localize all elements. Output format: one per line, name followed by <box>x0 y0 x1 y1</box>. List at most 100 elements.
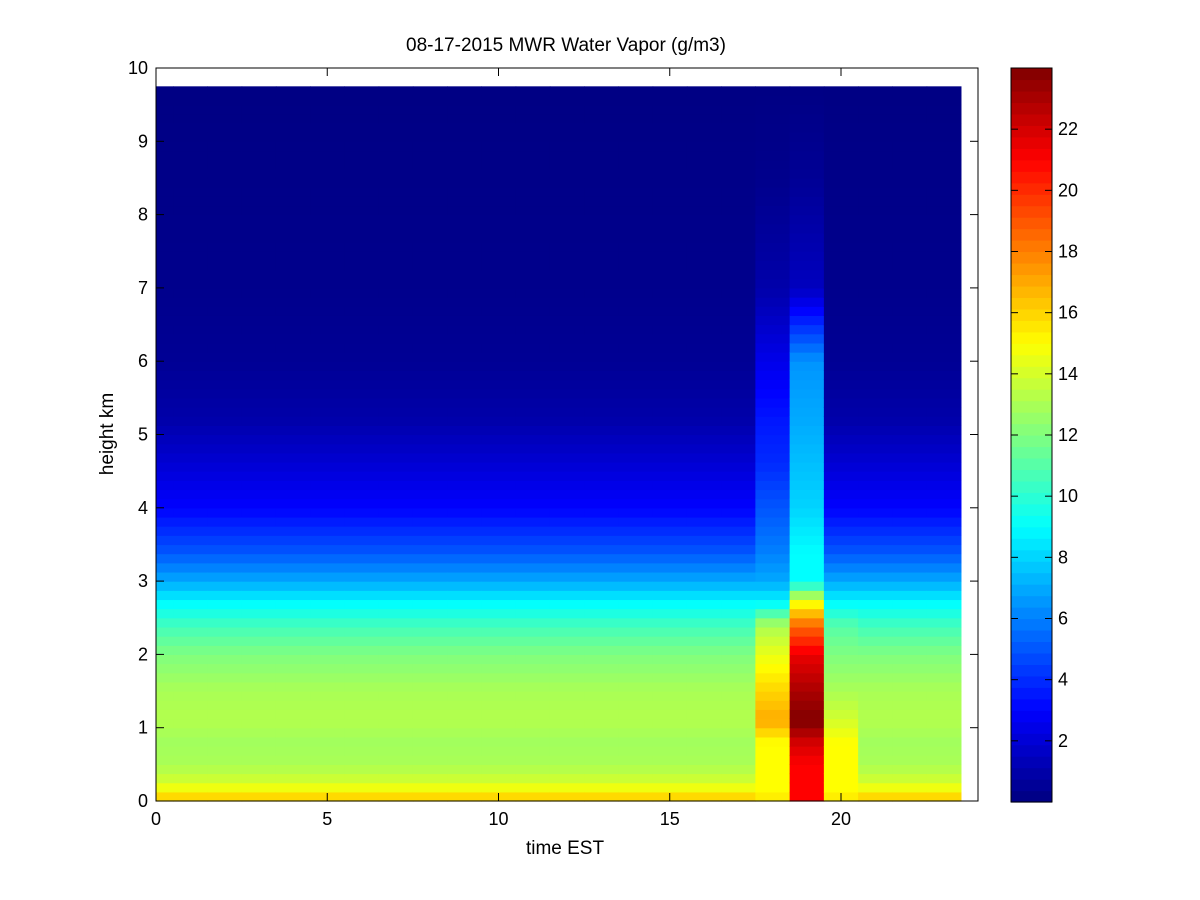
heatmap-cell <box>241 132 277 142</box>
heatmap-cell <box>515 590 551 601</box>
heatmap-cell <box>584 242 619 252</box>
heatmap-cell <box>447 581 482 591</box>
heatmap-cell <box>823 663 859 674</box>
heatmap-cell <box>584 791 619 802</box>
heatmap-cell <box>686 196 722 207</box>
heatmap-cell <box>926 727 962 738</box>
heatmap-cell <box>447 86 482 97</box>
heatmap-cell <box>207 764 243 775</box>
heatmap-cell <box>584 709 619 720</box>
heatmap-cell <box>344 599 380 610</box>
heatmap-cell <box>926 141 962 152</box>
heatmap-cell <box>447 773 482 784</box>
heatmap-cell <box>447 251 482 262</box>
heatmap-cell <box>156 746 174 756</box>
heatmap-cell <box>241 681 277 692</box>
heatmap-cell <box>344 480 380 491</box>
heatmap-cell <box>858 177 893 188</box>
heatmap-cell <box>515 260 551 271</box>
heatmap-cell <box>344 168 380 179</box>
heatmap-cell <box>447 663 482 674</box>
heatmap-cell <box>755 791 791 802</box>
heatmap-cell <box>755 727 791 738</box>
heatmap-cell <box>515 269 551 280</box>
heatmap-cell <box>721 214 756 225</box>
heatmap-cell <box>412 370 448 381</box>
heatmap-cell <box>789 626 825 637</box>
heatmap-cell <box>892 727 928 738</box>
colorbar-swatch <box>1011 446 1052 459</box>
heatmap-cell <box>823 214 859 225</box>
heatmap-cell <box>892 159 928 170</box>
heatmap-cell <box>310 223 345 234</box>
heatmap-cell <box>207 251 243 262</box>
heatmap-cell <box>652 150 688 161</box>
heatmap-cell <box>584 691 619 701</box>
heatmap-cell <box>447 269 482 280</box>
heatmap-cell <box>156 260 174 271</box>
heatmap-cell <box>481 177 517 188</box>
heatmap-cell <box>926 104 962 115</box>
heatmap-cell <box>344 718 380 729</box>
heatmap-cell <box>344 223 380 234</box>
heatmap-cell <box>686 672 722 683</box>
heatmap-cell <box>515 333 551 344</box>
heatmap-cell <box>310 269 345 280</box>
heatmap-cell <box>173 86 208 97</box>
heatmap-cell <box>344 434 380 445</box>
heatmap-cell <box>686 617 722 628</box>
heatmap-cell <box>823 132 859 142</box>
heatmap-cell <box>926 709 962 720</box>
heatmap-cell <box>789 782 825 793</box>
heatmap-cell <box>275 617 311 628</box>
heatmap-cell <box>858 791 893 802</box>
heatmap-cell <box>926 397 962 408</box>
heatmap-cell <box>481 159 517 170</box>
heatmap-cell <box>755 553 791 564</box>
heatmap-cell <box>652 177 688 188</box>
heatmap-cell <box>652 461 688 472</box>
heatmap-cell <box>789 581 825 591</box>
colorbar-swatch <box>1011 687 1052 700</box>
heatmap-cell <box>549 113 585 124</box>
heatmap-cell <box>481 461 517 472</box>
heatmap-cell <box>207 700 243 710</box>
heatmap-cell <box>412 764 448 775</box>
heatmap-cell <box>584 141 619 152</box>
heatmap-cell <box>275 434 311 445</box>
colorbar-swatch <box>1011 423 1052 436</box>
heatmap-cell <box>515 196 551 207</box>
heatmap-cell <box>378 727 414 738</box>
heatmap-cell <box>173 278 208 289</box>
heatmap-cell <box>378 718 414 729</box>
colorbar-swatch <box>1011 377 1052 390</box>
heatmap-cell <box>241 297 277 307</box>
heatmap-cell <box>344 297 380 307</box>
heatmap-cell <box>156 425 174 436</box>
heatmap-cell <box>378 159 414 170</box>
heatmap-cell <box>275 581 311 591</box>
heatmap-cell <box>275 489 311 500</box>
heatmap-cell <box>549 416 585 426</box>
heatmap-cell <box>173 214 208 225</box>
heatmap-cell <box>584 260 619 271</box>
heatmap-cell <box>652 86 688 97</box>
heatmap-cell <box>858 599 893 610</box>
heatmap-cell <box>275 205 311 216</box>
heatmap-cell <box>481 333 517 344</box>
heatmap-cell <box>686 260 722 271</box>
heatmap-cell <box>275 590 311 601</box>
heatmap-cell <box>549 452 585 463</box>
heatmap-cell <box>652 196 688 207</box>
heatmap-cell <box>618 425 654 436</box>
heatmap-cell <box>310 242 345 252</box>
heatmap-cell <box>618 471 654 481</box>
heatmap-cell <box>823 700 859 710</box>
heatmap-cell <box>241 361 277 371</box>
heatmap-cell <box>412 223 448 234</box>
heatmap-cell <box>721 269 756 280</box>
colorbar-tick-label: 18 <box>1058 242 1078 262</box>
heatmap-cell <box>721 416 756 426</box>
heatmap-cell <box>755 562 791 573</box>
heatmap-cell <box>156 196 174 207</box>
